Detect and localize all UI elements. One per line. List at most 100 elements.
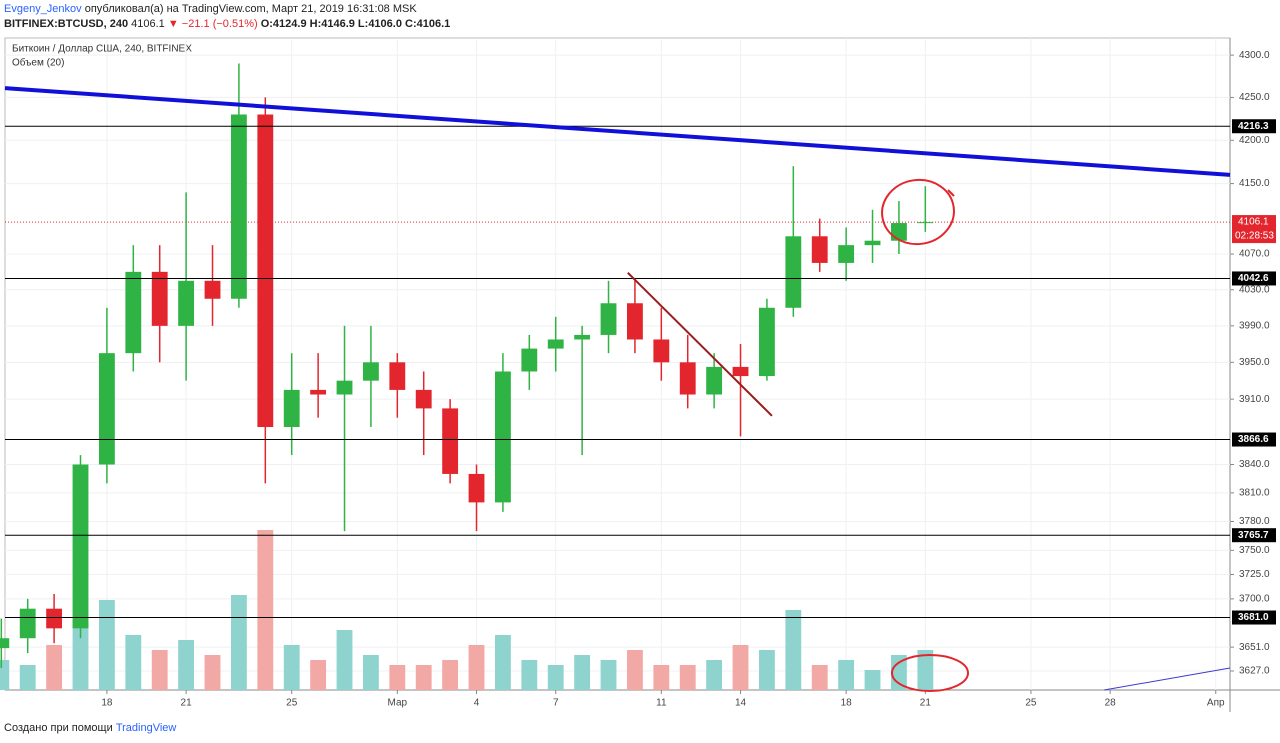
level-tag <box>1232 528 1276 543</box>
candle-body <box>838 245 855 263</box>
candle-body <box>653 339 670 363</box>
x-tick-label: 14 <box>735 698 747 709</box>
candle-body <box>46 608 63 629</box>
layer: 4300.0 4250.0 4200.0 4150.0 4070.0 4030.0 3990… <box>0 38 1270 709</box>
candle-body <box>19 608 36 639</box>
volume-bar <box>125 635 142 690</box>
last-price-label: 4106.1 <box>1238 217 1269 228</box>
symbol: BITFINEX:BTCUSD, 240 <box>4 18 129 30</box>
level-tag <box>1232 119 1276 134</box>
candle-body <box>627 303 643 340</box>
brand[interactable]: TradingView <box>115 722 177 734</box>
footer: Создано при помощи TradingView <box>4 722 176 734</box>
volume-bar <box>0 660 10 690</box>
volume-bar <box>98 600 115 690</box>
volume-bar <box>574 655 591 690</box>
x-tick-label: 18 <box>841 698 853 709</box>
volume-bar <box>917 650 934 690</box>
y-tick-label: 4250.0 <box>1239 92 1270 103</box>
candle-body <box>415 389 432 409</box>
candle-body <box>917 222 934 224</box>
candle-body <box>178 280 195 326</box>
volume-bar <box>283 645 300 690</box>
y-tick-label: 3651.0 <box>1239 642 1270 653</box>
hand-circle <box>891 654 969 692</box>
candle-body <box>336 380 353 395</box>
candle-body <box>891 223 907 241</box>
volume-bar <box>46 645 63 690</box>
candle-body <box>468 473 485 503</box>
volume-bar <box>72 620 89 690</box>
candle-body <box>547 339 564 349</box>
volume-bar <box>785 610 802 690</box>
candle-body <box>362 362 379 381</box>
candle-body <box>125 271 142 354</box>
volume-bar <box>442 660 459 690</box>
volume-bar <box>389 665 406 690</box>
chart-title: Биткоин / Доллар США, 240, BITFINEX <box>12 44 192 55</box>
candle-body <box>706 366 723 395</box>
candle-body <box>389 362 406 390</box>
volume-bar <box>521 660 538 690</box>
x-tick-label: 18 <box>101 698 113 709</box>
volume-bar <box>310 660 327 690</box>
x-tick-label: 7 <box>553 698 559 709</box>
candle-body <box>811 236 828 263</box>
volume-bar <box>19 665 36 690</box>
volume-bar <box>732 645 749 690</box>
trendline <box>627 272 773 417</box>
candle-body <box>230 114 247 299</box>
candle-body <box>98 353 115 465</box>
candle-body <box>574 334 591 340</box>
candle-body <box>442 408 459 474</box>
volume-bar <box>864 670 881 690</box>
x-tick-label: Апр <box>1207 698 1225 709</box>
y-tick-label: 3750.0 <box>1239 545 1270 556</box>
y-tick-label: 3725.0 <box>1239 569 1270 580</box>
countdown: 02:28:53 <box>1235 231 1274 242</box>
volume-bar <box>679 665 696 690</box>
x-tick-label: 21 <box>920 698 932 709</box>
x-tick-label: Мар <box>388 698 408 709</box>
y-tick-label: 4200.0 <box>1239 135 1270 146</box>
volume-bar <box>600 660 617 690</box>
y-tick-label: 4150.0 <box>1239 178 1270 189</box>
volume-bar <box>838 660 855 690</box>
level-label: 3866.6 <box>1238 434 1269 445</box>
x-tick-label: 21 <box>181 698 193 709</box>
candle-body <box>600 303 617 335</box>
y-tick-label: 4300.0 <box>1239 50 1270 61</box>
header: Evgeny_Jenkov опубликовал(а) на TradingV… <box>4 2 450 32</box>
y-tick-label: 4070.0 <box>1239 249 1270 260</box>
y-tick-label: 3627.0 <box>1239 666 1270 677</box>
volume-bar <box>759 650 775 690</box>
level-tag <box>1232 271 1276 286</box>
level-label: 4042.6 <box>1238 273 1269 284</box>
y-tick-label: 3840.0 <box>1239 459 1270 470</box>
volume-bar <box>415 665 432 690</box>
volume-bar <box>257 530 274 690</box>
footer-text: Создано при помощи <box>4 722 113 734</box>
volume-bar <box>495 635 511 690</box>
author[interactable]: Evgeny_Jenkov <box>4 3 82 15</box>
x-tick-label: 25 <box>1025 698 1037 709</box>
candle-body <box>495 371 511 503</box>
change: ▼ −21.1 (−0.51%) <box>167 18 258 30</box>
published: опубликовал(а) на TradingView.com, Март … <box>84 3 417 15</box>
x-tick-label: 28 <box>1105 698 1117 709</box>
volume-bar <box>230 595 247 690</box>
candle-body <box>151 271 168 326</box>
candle-body <box>759 307 775 377</box>
level-label: 3765.7 <box>1238 530 1269 541</box>
candle-body <box>283 389 300 428</box>
candle-body <box>72 464 89 629</box>
y-tick-label: 3990.0 <box>1239 320 1270 331</box>
x-tick-label: 25 <box>286 698 298 709</box>
candle-body <box>521 348 538 372</box>
candle-body <box>679 362 696 395</box>
volume-bar <box>362 655 379 690</box>
hand-circle <box>881 178 955 246</box>
level-label: 3681.0 <box>1238 612 1269 623</box>
candle-body <box>204 280 221 299</box>
